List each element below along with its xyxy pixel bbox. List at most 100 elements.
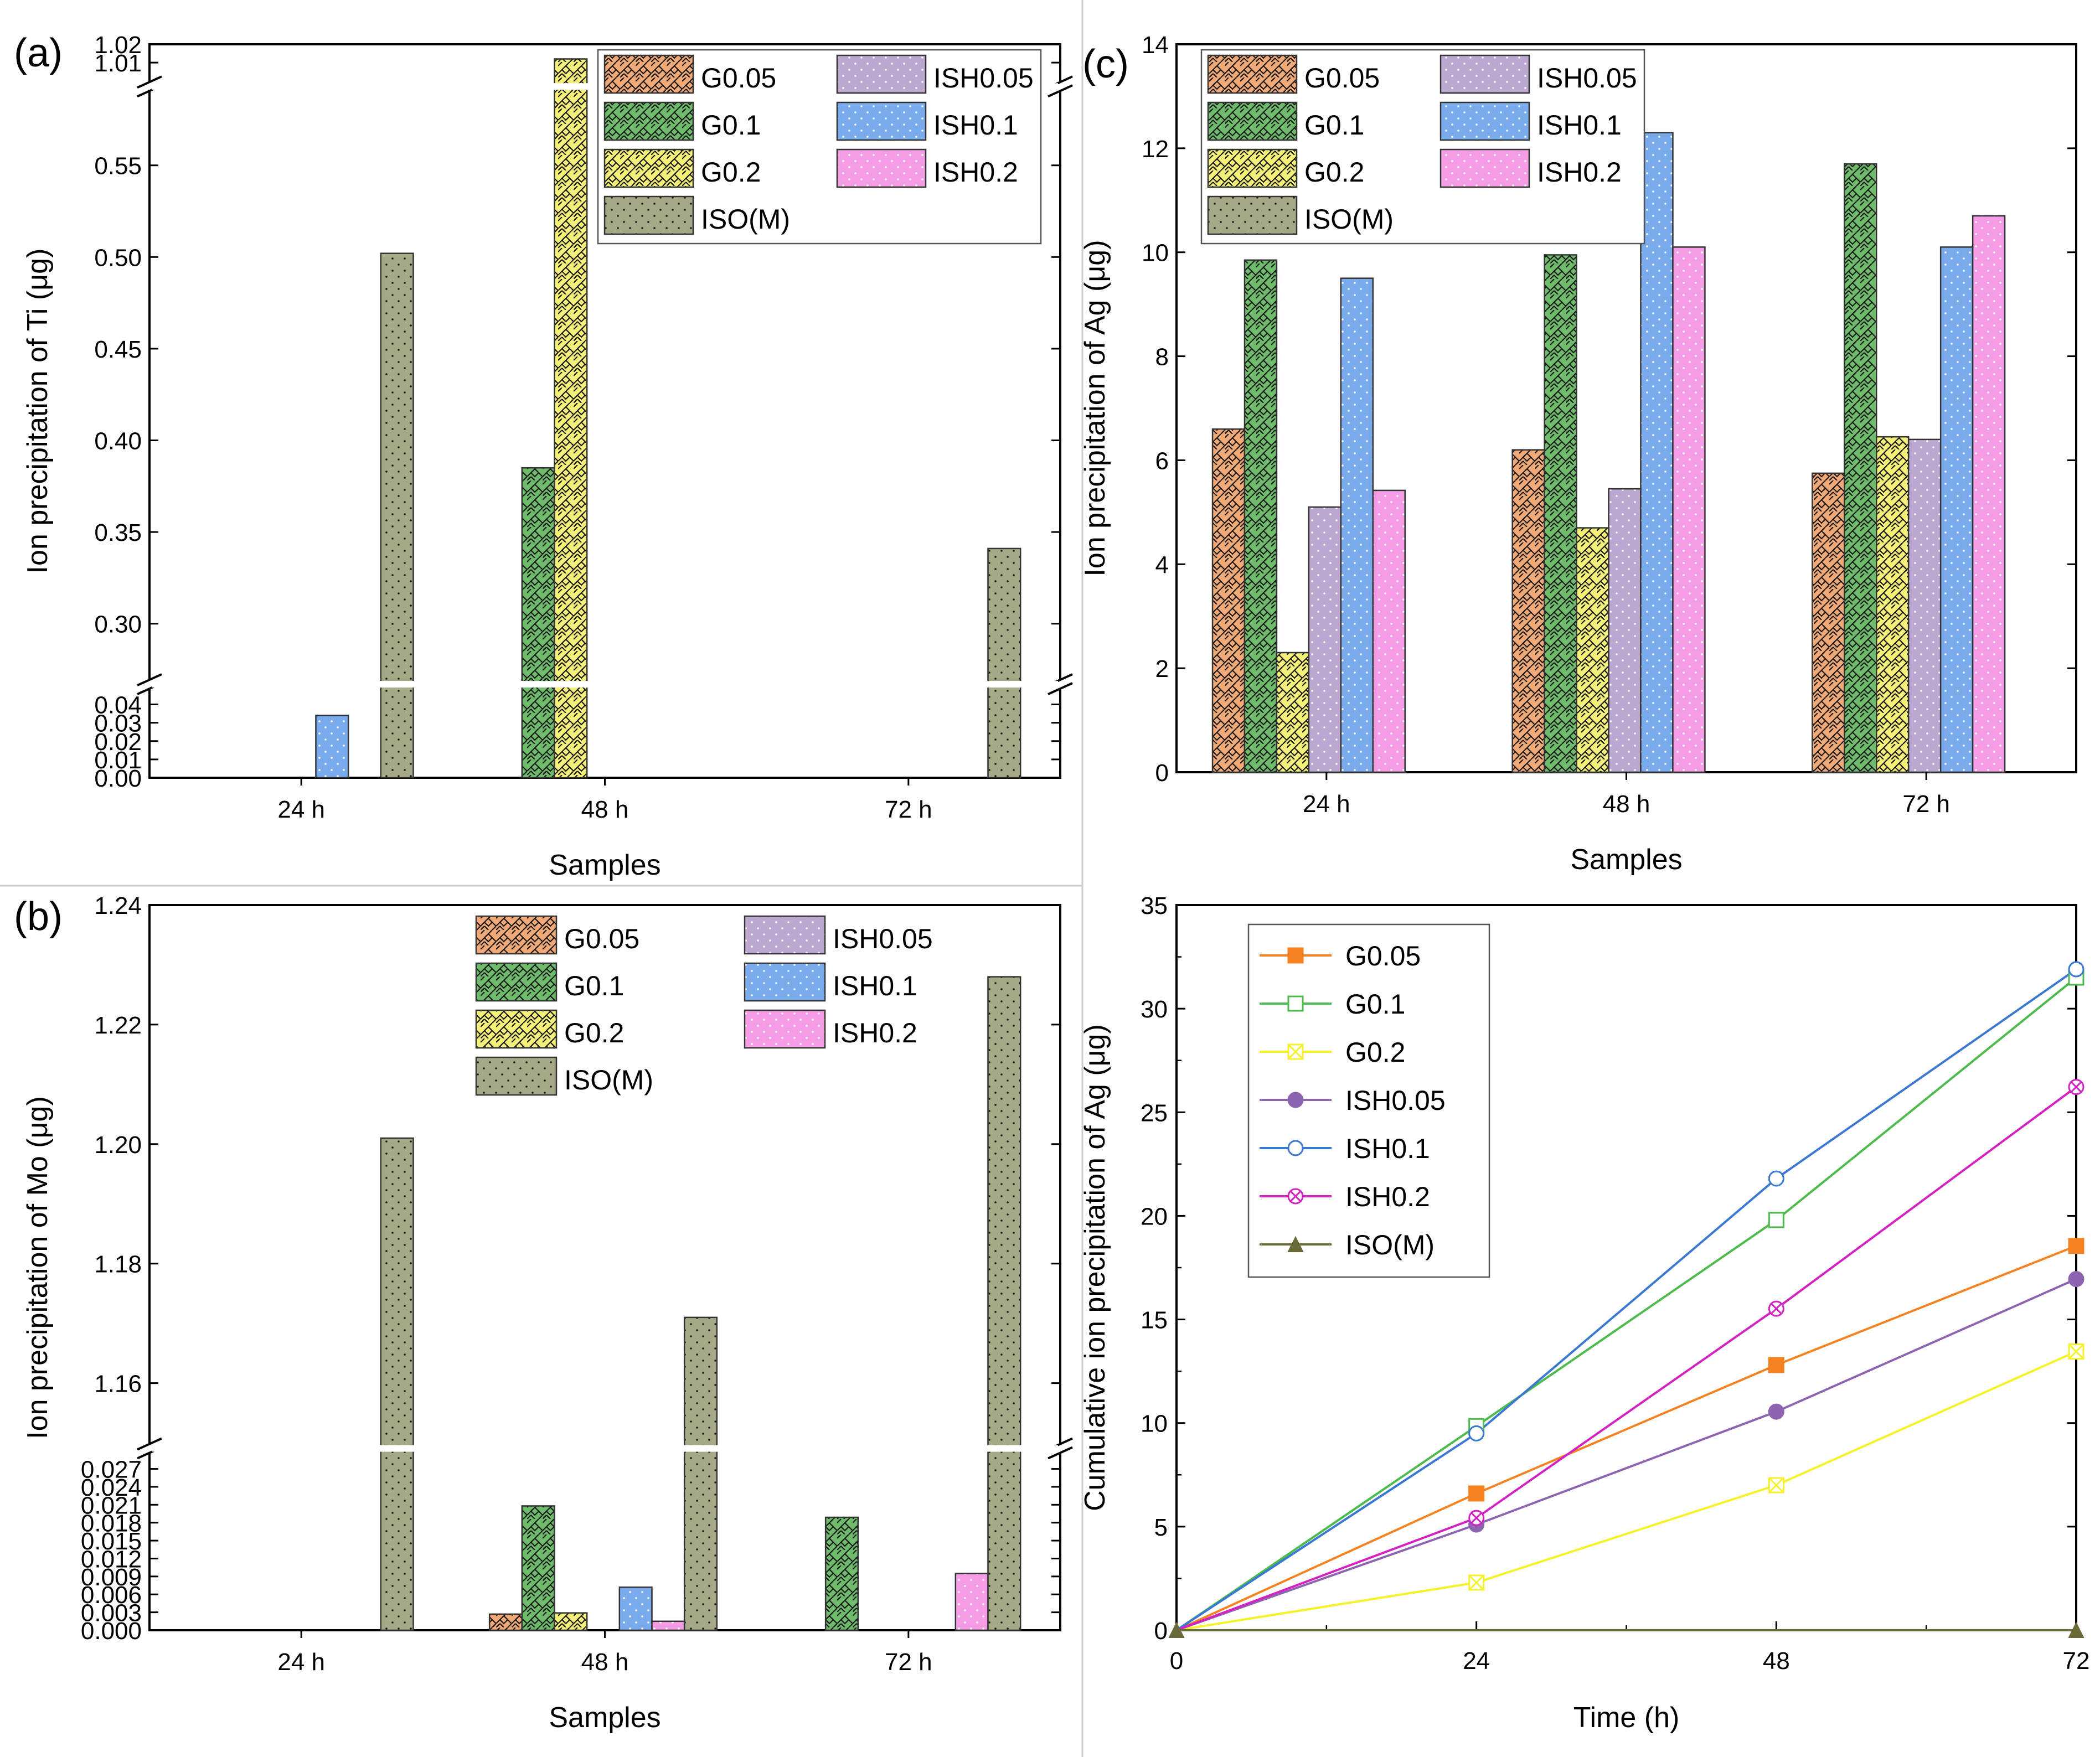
legend-label-ish0-05: ISH0.05 <box>833 923 933 954</box>
legend-label-g0-1: G0.1 <box>701 110 761 141</box>
point-ish0-1-24 <box>1468 1425 1485 1441</box>
y-tick-label: 0.012 <box>81 1546 142 1573</box>
y-tick-label: 12 <box>1142 136 1169 163</box>
y-tick-label: 1.16 <box>94 1371 142 1398</box>
point-ish0-1-72 <box>2068 961 2084 978</box>
legend-label-g0-05: G0.05 <box>1304 63 1380 94</box>
axis-break-mark <box>1048 84 1073 98</box>
y-tick-label: 8 <box>1155 344 1169 371</box>
series-line-g0-2 <box>1176 1350 2077 1631</box>
y-tick-label: 0.015 <box>81 1528 142 1555</box>
bar-g0-05-72-h <box>1812 472 1845 773</box>
bar-g0-05-24-h <box>1211 428 1246 773</box>
legend-label-g0-2: G0.2 <box>1345 1037 1405 1068</box>
point-g0-2-24-x2 <box>1468 1574 1484 1590</box>
legend-label-ish0-05: ISH0.05 <box>1537 63 1637 94</box>
chart-panel-d: 0 5 10 15 20 25 30 35 0 24 48 72 Time (h) Cumulative … <box>1079 892 2089 1734</box>
bar-iso-m-48-h <box>683 1316 718 1631</box>
x-tick-label: 24 <box>1463 1647 1490 1675</box>
legend-label-g0-2: G0.2 <box>1304 157 1364 188</box>
y-tick-label: 2 <box>1155 655 1169 683</box>
bar-iso-m-72-h <box>987 976 1021 1631</box>
y-tick-label: 0.006 <box>81 1582 142 1609</box>
point-ish0-2-24-x2 <box>1470 1512 1482 1524</box>
y-tick-label: 1.01 <box>94 50 142 77</box>
y-tick-label: 30 <box>1141 996 1168 1023</box>
bar-g0-1-72-h <box>824 1516 859 1631</box>
y-tick-label: 1.02 <box>94 32 142 59</box>
y-tick-label: 0.30 <box>94 611 142 638</box>
legend-marker-g0-05 <box>1287 947 1304 964</box>
point-ish0-2-48-x2 <box>1771 1303 1782 1315</box>
legend-swatch-ish0-05 <box>1439 54 1530 94</box>
x-axis-title: Samples <box>1570 844 1682 876</box>
legend-swatch-iso-m <box>603 195 694 235</box>
legend-marker-ish0-1 <box>1287 1140 1304 1156</box>
x-tick-label: 72 h <box>885 1649 932 1676</box>
legend-label-g0-05: G0.05 <box>701 63 776 94</box>
bar-g0-1-48-h <box>521 467 555 779</box>
legend-marker-g0-1 <box>1287 995 1304 1012</box>
x-tick-label: 48 <box>1763 1647 1790 1675</box>
y-tick-label: 0 <box>1155 759 1169 787</box>
legend-swatch-ish0-05 <box>836 54 927 94</box>
bar-iso-m-72-h <box>987 547 1021 779</box>
legend-marker-ish0-2-x2 <box>1289 1190 1302 1202</box>
legend-swatch-ish0-05 <box>744 915 826 955</box>
legend-swatch-g0-1 <box>603 101 694 141</box>
y-tick-label: 0.04 <box>94 692 142 719</box>
bar-g0-1-48-h <box>1544 254 1577 773</box>
y-tick-label: 20 <box>1141 1203 1168 1230</box>
bar-ish0-2-24-h <box>1372 489 1406 773</box>
point-g0-05-24 <box>1468 1485 1485 1502</box>
y-axis-title: Ion precipitation of Ag (μg) <box>1079 240 1111 576</box>
x-axis-title: Time (h) <box>1573 1702 1680 1734</box>
x-tick-label: 48 h <box>581 796 629 823</box>
bar-ish0-05-48-h <box>1608 488 1642 773</box>
bar-break-gap <box>152 681 451 688</box>
legend-label-g0-2: G0.2 <box>701 157 761 188</box>
x-axis-title: Samples <box>549 849 661 881</box>
bar-ish0-1-24-h <box>315 715 349 779</box>
y-tick-label: 0.009 <box>81 1564 142 1591</box>
x-tick-label: 24 h <box>277 796 325 823</box>
legend-label-ish0-2: ISH0.2 <box>933 157 1018 188</box>
panel-label: (b) <box>14 895 63 939</box>
y-tick-label: 6 <box>1155 447 1169 474</box>
x-tick-label: 0 <box>1170 1647 1183 1675</box>
chart-root: 0.000.010.020.030.04 0.30 0.35 0.40 0.45 0.50… <box>14 31 2089 1734</box>
legend-swatch-ish0-1 <box>744 962 826 1002</box>
y-tick-label: 1.24 <box>94 892 142 919</box>
y-tick-label: 10 <box>1142 240 1169 267</box>
legend-label-g0-2: G0.2 <box>564 1017 624 1048</box>
legend-swatch-g0-2 <box>475 1009 558 1049</box>
bar-break-gap <box>455 681 755 688</box>
bar-g0-05-48-h <box>1511 449 1545 773</box>
bar-g0-05-48-h <box>488 1613 523 1631</box>
chart-panel-c: 0 2 4 6 8 10 12 14 24 h 48 h 72 h Samples Ion precip… <box>1079 32 2077 876</box>
bar-ish0-1-48-h <box>618 1587 653 1631</box>
legend-label-iso-m: ISO(M) <box>1345 1229 1435 1260</box>
y-tick-label: 0 <box>1154 1618 1168 1645</box>
legend-label-ish0-05: ISH0.05 <box>1345 1085 1446 1116</box>
bar-g0-1-24-h <box>1244 259 1278 773</box>
legend-swatch-g0-05 <box>603 54 694 94</box>
point-ish0-2-72-x2 <box>2070 1081 2082 1093</box>
bar-g0-1-48-h <box>521 1505 555 1631</box>
legend-label-g0-1: G0.1 <box>564 970 624 1001</box>
bar-g0-2-24-h <box>1276 652 1310 773</box>
legend-swatch-g0-05 <box>475 915 558 955</box>
axis-break-mark <box>137 673 162 686</box>
bar-break-gap <box>152 1445 451 1452</box>
series-line-g0-1 <box>1175 976 2077 1631</box>
legend-swatch-g0-1 <box>1207 101 1298 141</box>
bar-ish0-1-24-h <box>1340 277 1374 773</box>
legend-label-ish0-05: ISH0.05 <box>933 63 1034 94</box>
panel-label: (c) <box>1082 42 1129 86</box>
axis-break-mark <box>1048 1446 1073 1460</box>
legend-swatch-ish0-2 <box>744 1009 826 1049</box>
y-tick-label: 35 <box>1141 892 1168 919</box>
point-g0-05-72 <box>2068 1238 2084 1254</box>
x-tick-label: 72 h <box>885 796 932 823</box>
